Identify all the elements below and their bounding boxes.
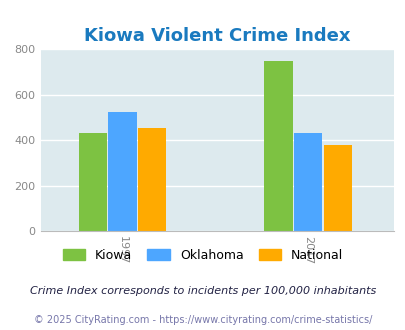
Bar <box>138 128 166 231</box>
Bar <box>264 61 292 231</box>
Bar <box>78 133 107 231</box>
Bar <box>323 145 351 231</box>
Text: © 2025 CityRating.com - https://www.cityrating.com/crime-statistics/: © 2025 CityRating.com - https://www.city… <box>34 315 371 325</box>
Legend: Kiowa, Oklahoma, National: Kiowa, Oklahoma, National <box>58 244 347 267</box>
Bar <box>294 133 322 231</box>
Title: Kiowa Violent Crime Index: Kiowa Violent Crime Index <box>84 27 350 45</box>
Bar <box>108 112 136 231</box>
Text: Crime Index corresponds to incidents per 100,000 inhabitants: Crime Index corresponds to incidents per… <box>30 286 375 296</box>
